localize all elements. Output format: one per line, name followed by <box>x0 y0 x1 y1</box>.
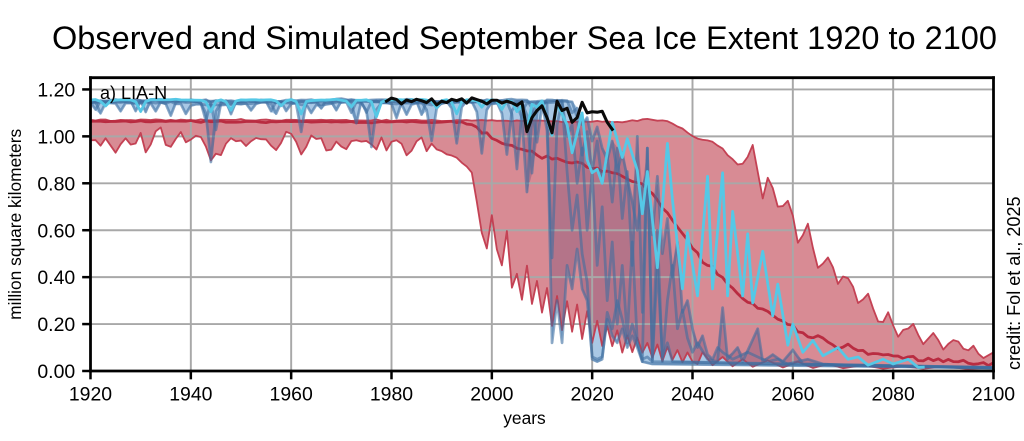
svg-text:2000: 2000 <box>470 383 513 405</box>
svg-text:2080: 2080 <box>872 383 915 405</box>
svg-text:1.20: 1.20 <box>37 79 75 101</box>
svg-text:a) LIA-N: a) LIA-N <box>100 83 167 103</box>
svg-text:2060: 2060 <box>771 383 814 405</box>
svg-text:1920: 1920 <box>69 383 112 405</box>
svg-text:2040: 2040 <box>671 383 714 405</box>
svg-text:0.60: 0.60 <box>37 220 75 242</box>
svg-text:million square kilometers: million square kilometers <box>5 129 25 320</box>
svg-text:2100: 2100 <box>972 383 1015 405</box>
svg-text:2020: 2020 <box>571 383 614 405</box>
svg-text:0.00: 0.00 <box>37 361 75 383</box>
svg-text:1.00: 1.00 <box>37 126 75 148</box>
svg-text:credit: Fol et al., 2025: credit: Fol et al., 2025 <box>1004 196 1024 370</box>
svg-text:Observed and Simulated Septemb: Observed and Simulated September Sea Ice… <box>52 20 997 56</box>
svg-text:0.20: 0.20 <box>37 314 75 336</box>
svg-text:years: years <box>503 408 546 428</box>
svg-text:0.80: 0.80 <box>37 173 75 195</box>
svg-text:1940: 1940 <box>169 383 212 405</box>
svg-text:0.40: 0.40 <box>37 267 75 289</box>
svg-text:1980: 1980 <box>370 383 413 405</box>
svg-text:1960: 1960 <box>270 383 313 405</box>
